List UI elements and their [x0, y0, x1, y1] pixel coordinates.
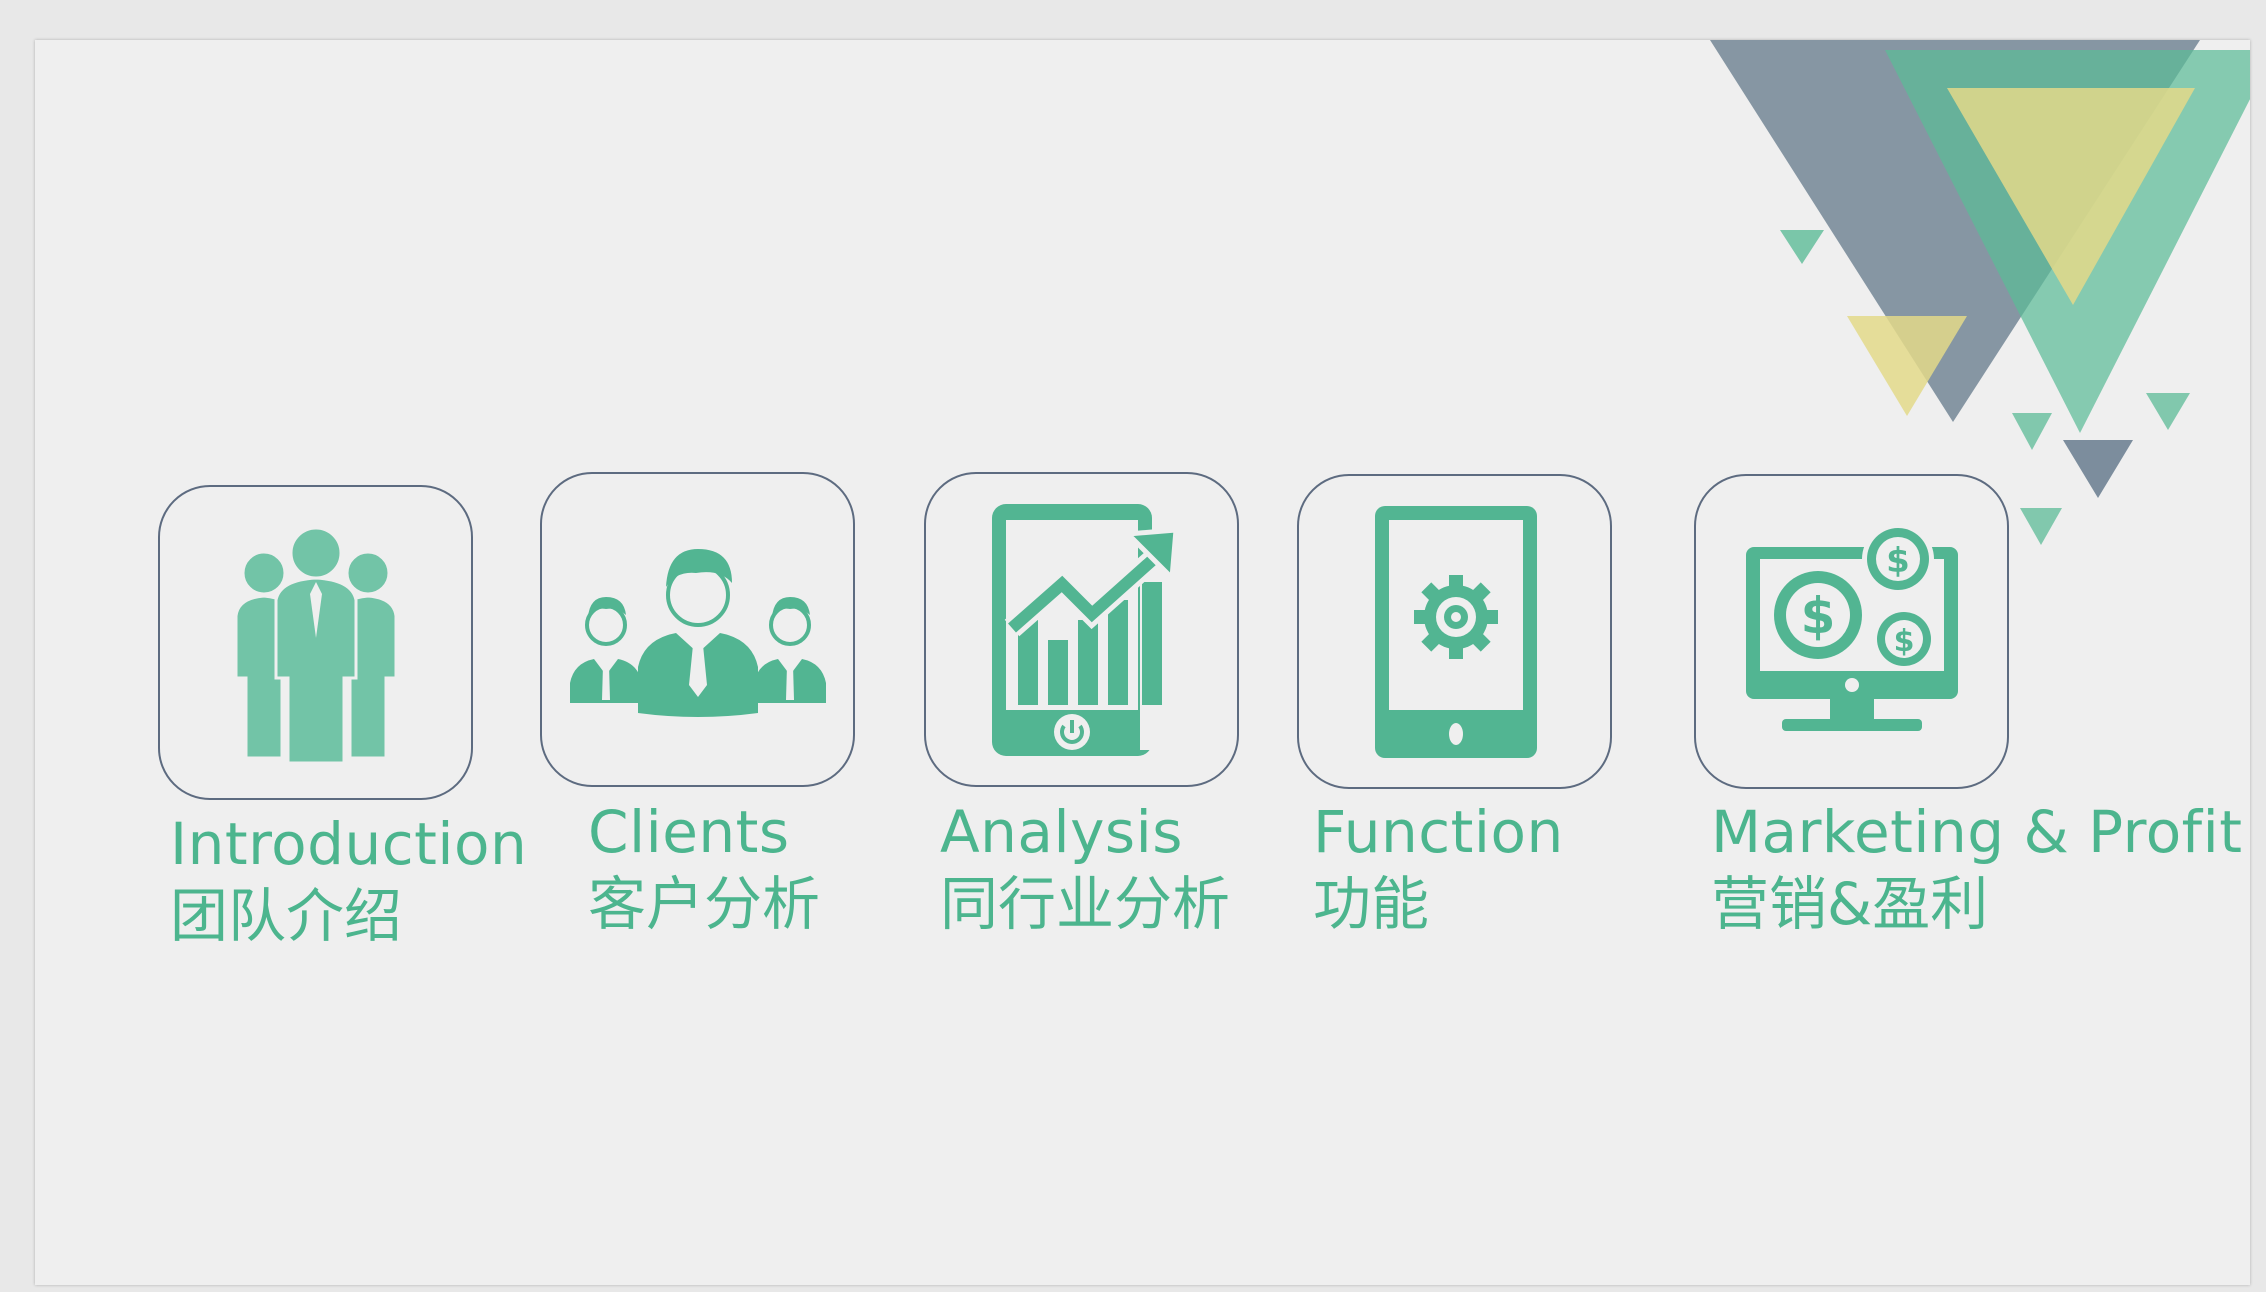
clients-icon [569, 548, 826, 717]
introduction-title-en: Introduction [170, 810, 528, 878]
marketing-profit-label: Marketing & Profit 营销&盈利 [1711, 798, 2242, 939]
introduction-title-zh: 团队介绍 [170, 881, 403, 950]
decorative-triangles [1710, 40, 2250, 545]
marketing-profit-card[interactable]: $ $ $ [1694, 474, 2009, 789]
analysis-label: Analysis 同行业分析 [940, 798, 1230, 939]
triangle-slate-small [2063, 440, 2133, 498]
analysis-title-zh: 同行业分析 [940, 869, 1231, 938]
function-card[interactable] [1297, 474, 1612, 789]
function-title-zh: 功能 [1313, 869, 1430, 938]
svg-text:$: $ [1886, 541, 1910, 581]
triangle-green-small-3 [2146, 393, 2190, 430]
svg-text:$: $ [1893, 624, 1914, 659]
function-title-en: Function [1313, 798, 1564, 866]
marketing-profit-title-en: Marketing & Profit [1711, 798, 2243, 866]
clients-title-zh: 客户分析 [588, 869, 821, 938]
triangle-yellow-large [1947, 88, 2195, 305]
svg-text:$: $ [1800, 587, 1835, 645]
triangle-yellow-medium [1847, 316, 1967, 416]
analysis-card[interactable] [924, 472, 1239, 787]
introduction-card[interactable] [158, 485, 473, 800]
analysis-title-en: Analysis [940, 798, 1183, 866]
triangle-green-small-4 [2020, 508, 2062, 545]
tablet-chart-icon [991, 503, 1179, 756]
triangle-green-small-2 [2012, 413, 2052, 450]
team-icon [234, 526, 397, 764]
clients-label: Clients 客户分析 [588, 798, 820, 939]
triangle-green-small-1 [1780, 230, 1824, 264]
clients-title-en: Clients [588, 798, 790, 866]
marketing-profit-title-zh: 营销&盈利 [1711, 869, 1989, 938]
introduction-label: Introduction 团队介绍 [170, 810, 527, 951]
tablet-gear-icon [1374, 505, 1537, 758]
clients-card[interactable] [540, 472, 855, 787]
slide-canvas: $ $ $ Introduction 团队介绍 Clients 客户分析 Ana… [35, 40, 2250, 1285]
function-label: Function 功能 [1313, 798, 1564, 939]
monitor-dollar-icon: $ $ $ [1745, 526, 1958, 731]
